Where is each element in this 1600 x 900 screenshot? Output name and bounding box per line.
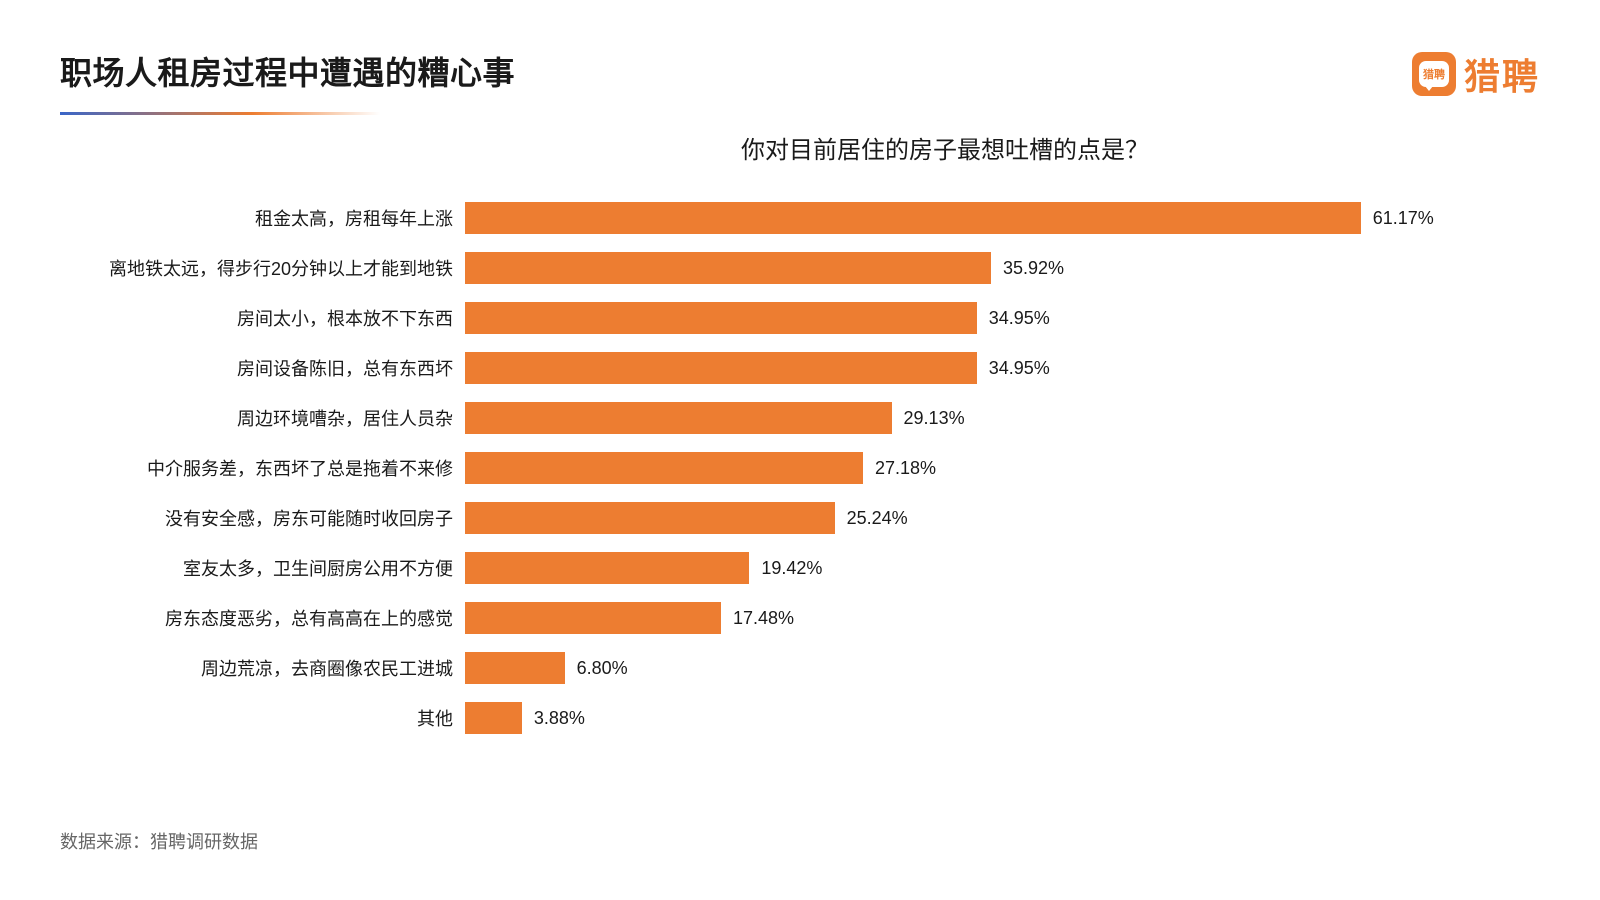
bar-wrap: 27.18%: [465, 443, 1490, 493]
bar-wrap: 6.80%: [465, 643, 1490, 693]
bar-wrap: 61.17%: [465, 193, 1490, 243]
bar: [465, 252, 991, 284]
bar-row: 中介服务差，东西坏了总是拖着不来修 27.18%: [60, 443, 1490, 493]
bar-row: 其他 3.88%: [60, 693, 1490, 743]
bar: [465, 202, 1361, 234]
title-underline: [60, 112, 380, 115]
bar-row: 周边荒凉，去商圈像农民工进城 6.80%: [60, 643, 1490, 693]
brand-logo: 猎聘 猎聘: [1412, 48, 1540, 100]
bar-row: 房东态度恶劣，总有高高在上的感觉 17.48%: [60, 593, 1490, 643]
bar: [465, 352, 977, 384]
bar-row: 没有安全感，房东可能随时收回房子 25.24%: [60, 493, 1490, 543]
bar-wrap: 29.13%: [465, 393, 1490, 443]
bar-value: 34.95%: [989, 308, 1050, 329]
bar-value: 25.24%: [847, 508, 908, 529]
bar: [465, 302, 977, 334]
bar-label: 房间太小，根本放不下东西: [60, 305, 465, 331]
bar-label: 离地铁太远，得步行20分钟以上才能到地铁: [60, 255, 465, 281]
bar-row: 房间设备陈旧，总有东西坏 34.95%: [60, 343, 1490, 393]
bar-rows: 租金太高，房租每年上涨 61.17% 离地铁太远，得步行20分钟以上才能到地铁 35.…: [60, 193, 1490, 743]
header: 职场人租房过程中遭遇的糟心事 猎聘 猎聘: [60, 48, 1540, 115]
bar-value: 17.48%: [733, 608, 794, 629]
bar-value: 6.80%: [577, 658, 628, 679]
bar-row: 室友太多，卫生间厨房公用不方便 19.42%: [60, 543, 1490, 593]
bar-label: 房东态度恶劣，总有高高在上的感觉: [60, 605, 465, 631]
title-block: 职场人租房过程中遭遇的糟心事: [60, 48, 515, 115]
bar-value: 29.13%: [904, 408, 965, 429]
bar-wrap: 25.24%: [465, 493, 1490, 543]
bar-wrap: 3.88%: [465, 693, 1490, 743]
bar-wrap: 34.95%: [465, 343, 1490, 393]
bar-row: 周边环境嘈杂，居住人员杂 29.13%: [60, 393, 1490, 443]
bar-value: 35.92%: [1003, 258, 1064, 279]
bar-label: 其他: [60, 705, 465, 731]
bar: [465, 702, 522, 734]
bar-value: 3.88%: [534, 708, 585, 729]
logo-text: 猎聘: [1464, 48, 1540, 100]
bar: [465, 652, 565, 684]
bar-value: 27.18%: [875, 458, 936, 479]
bar-value: 34.95%: [989, 358, 1050, 379]
bar-label: 周边荒凉，去商圈像农民工进城: [60, 655, 465, 681]
data-source: 数据来源：猎聘调研数据: [60, 828, 258, 854]
bar-label: 中介服务差，东西坏了总是拖着不来修: [60, 455, 465, 481]
bar-wrap: 35.92%: [465, 243, 1490, 293]
logo-bubble-text: 猎聘: [1423, 66, 1445, 82]
chart-area: 你对目前居住的房子最想吐槽的点是？ 租金太高，房租每年上涨 61.17% 离地铁太远…: [60, 130, 1490, 790]
bar-label: 周边环境嘈杂，居住人员杂: [60, 405, 465, 431]
speech-bubble-icon: 猎聘: [1419, 61, 1449, 87]
bar-label: 室友太多，卫生间厨房公用不方便: [60, 555, 465, 581]
bar: [465, 402, 892, 434]
bar: [465, 602, 721, 634]
bar-label: 房间设备陈旧，总有东西坏: [60, 355, 465, 381]
bar-row: 房间太小，根本放不下东西 34.95%: [60, 293, 1490, 343]
bar-row: 租金太高，房租每年上涨 61.17%: [60, 193, 1490, 243]
page-title: 职场人租房过程中遭遇的糟心事: [60, 48, 515, 94]
bar-label: 没有安全感，房东可能随时收回房子: [60, 505, 465, 531]
bar: [465, 552, 749, 584]
chart-title: 你对目前居住的房子最想吐槽的点是？: [60, 130, 1490, 165]
bar-wrap: 19.42%: [465, 543, 1490, 593]
bar-value: 61.17%: [1373, 208, 1434, 229]
bar: [465, 452, 863, 484]
bar-wrap: 17.48%: [465, 593, 1490, 643]
bar-label: 租金太高，房租每年上涨: [60, 205, 465, 231]
bar: [465, 502, 835, 534]
bar-wrap: 34.95%: [465, 293, 1490, 343]
bar-row: 离地铁太远，得步行20分钟以上才能到地铁 35.92%: [60, 243, 1490, 293]
bar-value: 19.42%: [761, 558, 822, 579]
logo-icon: 猎聘: [1412, 52, 1456, 96]
